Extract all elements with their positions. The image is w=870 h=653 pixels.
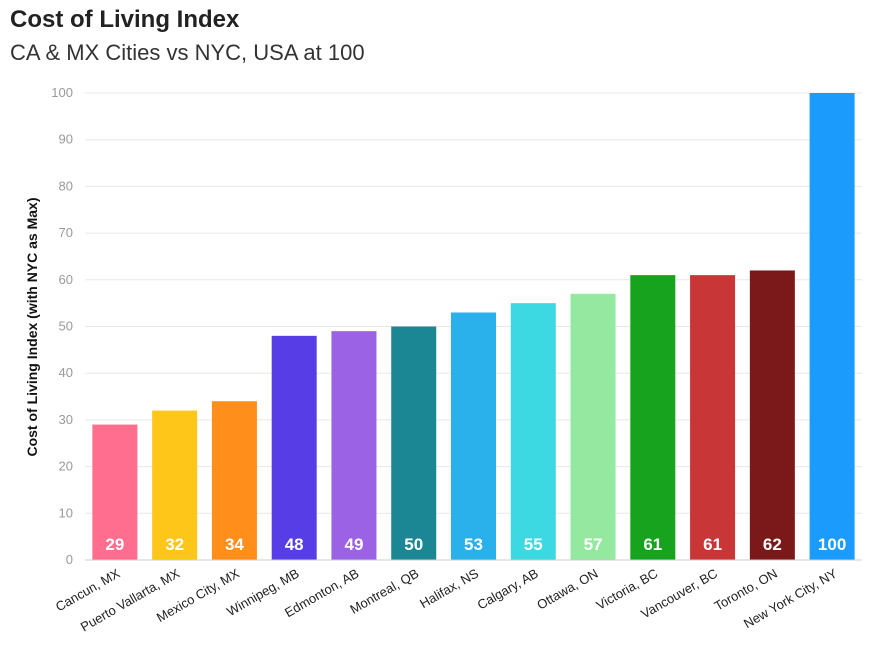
data-label: 49 xyxy=(345,535,364,554)
data-label: 61 xyxy=(643,535,662,554)
chart-subtitle: CA & MX Cities vs NYC, USA at 100 xyxy=(10,40,365,65)
x-tick-label: Halifax, NS xyxy=(417,565,481,611)
data-label: 55 xyxy=(524,535,543,554)
bar xyxy=(451,312,496,560)
chart-title: Cost of Living Index xyxy=(10,6,240,33)
data-label: 53 xyxy=(464,535,483,554)
x-tick-label: Puerto Vallarta, MX xyxy=(78,565,183,634)
y-tick-label: 20 xyxy=(59,459,73,474)
y-tick-label: 90 xyxy=(59,132,73,147)
bar xyxy=(152,410,198,560)
bars xyxy=(92,93,855,560)
data-label: 29 xyxy=(105,535,124,554)
bar xyxy=(510,303,556,560)
bar xyxy=(92,424,138,560)
x-tick-label: Ottawa, ON xyxy=(534,566,600,613)
bar xyxy=(809,93,855,560)
data-label: 61 xyxy=(703,535,722,554)
y-tick-label: 0 xyxy=(66,552,73,567)
data-labels: 29 32 34 48 49 50 53 55 57 61 61 62 100 xyxy=(105,535,846,554)
data-label: 50 xyxy=(404,535,423,554)
data-label: 32 xyxy=(165,535,184,554)
bar xyxy=(630,275,676,560)
y-axis-title: Cost of Living Index (with NYC as Max) xyxy=(24,197,40,456)
data-label: 62 xyxy=(763,535,782,554)
bar xyxy=(211,401,257,560)
data-label: 34 xyxy=(225,535,244,554)
bar xyxy=(391,326,437,560)
bar xyxy=(690,275,736,560)
y-axis-ticks: 0 10 20 30 40 50 60 70 80 90 100 xyxy=(51,85,73,567)
data-label: 100 xyxy=(818,535,846,554)
x-tick-label: Montreal, QB xyxy=(347,566,421,617)
bar xyxy=(570,293,616,560)
y-tick-label: 10 xyxy=(59,505,73,520)
y-tick-label: 40 xyxy=(59,365,73,380)
y-tick-label: 60 xyxy=(59,272,73,287)
y-tick-label: 100 xyxy=(51,85,73,100)
y-tick-label: 80 xyxy=(59,178,73,193)
bar xyxy=(749,270,795,560)
bar xyxy=(331,331,377,560)
data-label: 57 xyxy=(584,535,603,554)
y-tick-label: 50 xyxy=(59,319,73,334)
data-label: 48 xyxy=(285,535,304,554)
x-tick-label: Calgary, AB xyxy=(475,566,541,613)
bar xyxy=(271,335,317,560)
y-tick-label: 30 xyxy=(59,412,73,427)
y-tick-label: 70 xyxy=(59,225,73,240)
